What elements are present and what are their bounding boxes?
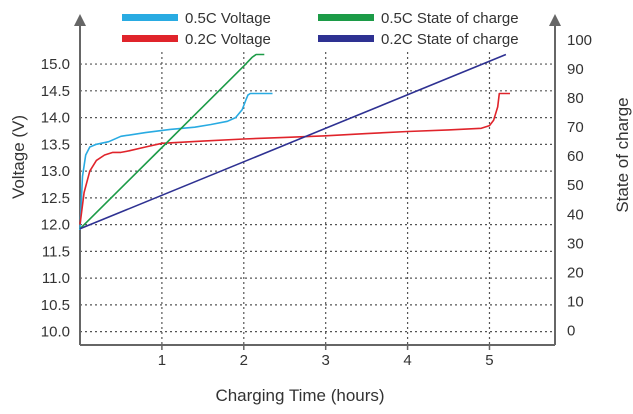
left-tick-label: 14.5	[41, 83, 70, 100]
left-tick-label: 10.0	[41, 324, 70, 341]
right-y-axis-title: State of charge	[613, 97, 632, 212]
x-axis-title: Charging Time (hours)	[215, 386, 384, 405]
right-tick-label: 50	[567, 177, 584, 194]
legend: 0.5C Voltage 0.2C Voltage 0.5C State of ch…	[122, 10, 519, 48]
legend-swatch	[122, 14, 178, 21]
left-axis-arrow	[74, 14, 86, 26]
legend-label: 0.2C State of charge	[381, 31, 519, 48]
right-axis-arrow	[549, 14, 561, 26]
legend-swatch	[122, 35, 178, 42]
x-tick-label: 4	[403, 352, 411, 369]
right-tick-label: 70	[567, 119, 584, 136]
left-y-axis-title: Voltage (V)	[9, 115, 28, 199]
left-tick-label: 11.0	[42, 270, 70, 287]
legend-label: 0.2C Voltage	[185, 31, 271, 48]
left-tick-label: 13.0	[41, 163, 70, 180]
legend-swatch	[318, 14, 374, 21]
plot-area	[79, 53, 510, 231]
left-tick-label: 10.5	[41, 297, 70, 314]
series-line-0-5c-state-of-charge	[79, 53, 265, 230]
legend-label: 0.5C Voltage	[185, 10, 271, 27]
legend-label: 0.5C State of charge	[381, 10, 519, 27]
right-tick-label: 80	[567, 90, 584, 107]
right-tick-label: 30	[567, 235, 584, 252]
left-tick-label: 14.0	[41, 110, 70, 127]
left-tick-label: 12.0	[41, 217, 70, 234]
legend-swatch	[318, 35, 374, 42]
left-tick-label: 11.5	[42, 243, 70, 260]
right-tick-label: 60	[567, 148, 584, 165]
series-line-0-2c-state-of-charge	[79, 53, 507, 230]
right-tick-label: 40	[567, 206, 584, 223]
right-tick-label: 20	[567, 264, 584, 281]
left-tick-label: 12.5	[41, 190, 70, 207]
right-tick-label: 90	[567, 61, 584, 78]
gridlines	[80, 52, 555, 345]
x-tick-label: 1	[158, 352, 166, 369]
left-tick-label: 15.0	[41, 56, 70, 73]
axes: 10.0 10.5 11.0 11.5 12.0 12.5 13.0 13.5 14.0 14.5…	[41, 14, 592, 369]
x-tick-label: 5	[485, 352, 493, 369]
series-line-0-5c-voltage	[79, 92, 273, 231]
right-tick-label: 100	[567, 32, 592, 49]
left-tick-label: 13.5	[41, 136, 70, 153]
right-tick-label: 0	[567, 322, 575, 339]
x-tick-label: 3	[322, 352, 330, 369]
right-tick-label: 10	[567, 293, 584, 310]
series-line-0-2c-voltage	[79, 92, 510, 225]
x-tick-label: 2	[240, 352, 248, 369]
